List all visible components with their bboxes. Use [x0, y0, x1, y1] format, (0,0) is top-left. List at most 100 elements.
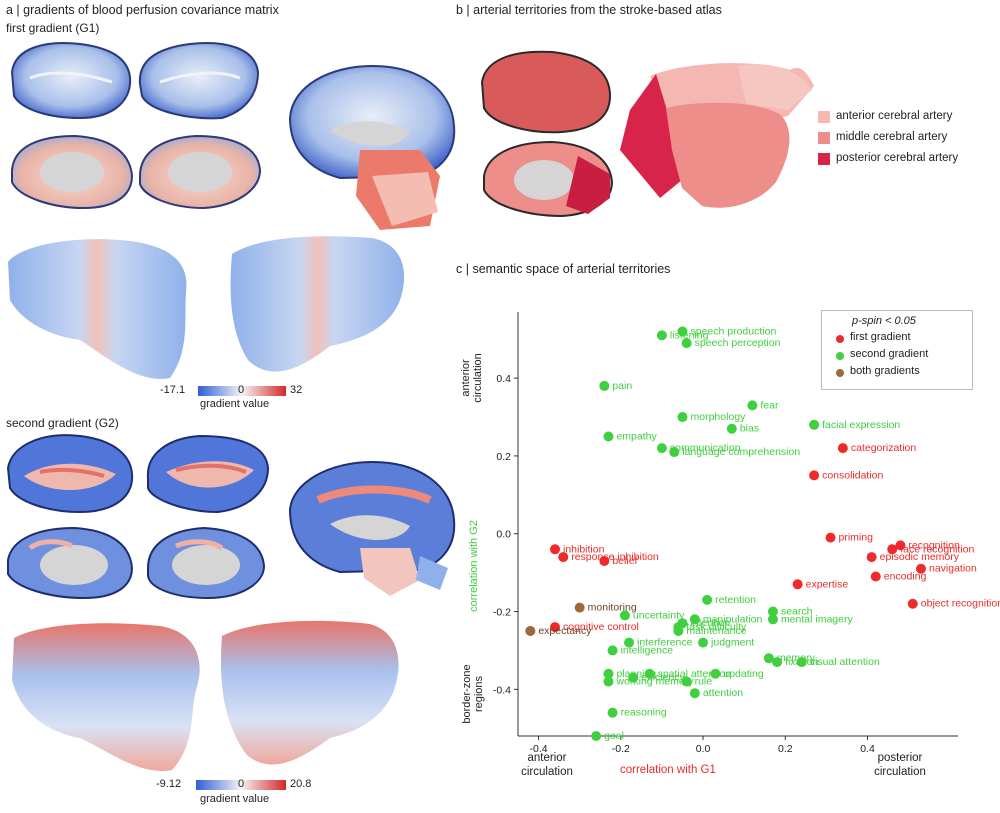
point-efficiency — [628, 672, 639, 683]
point-communication — [656, 443, 667, 454]
legend-swatch-mca — [818, 132, 830, 144]
g2-colorbar — [196, 780, 286, 790]
g1-label: first gradient (G1) — [6, 21, 100, 35]
point-consolidation — [809, 470, 820, 481]
point-label-visual-attention: visual attention — [810, 656, 880, 668]
legend-dot-second — [836, 352, 844, 360]
point-bias — [726, 423, 737, 434]
top-axis-label-2: circulation — [472, 353, 484, 403]
point-rule — [681, 676, 692, 687]
g2-brain-right-lateral — [146, 434, 270, 514]
point-fear — [747, 400, 758, 411]
point-label-maintenance: maintenance — [686, 625, 746, 637]
x-left-label-1: anterior — [527, 752, 567, 764]
g2-colorbar-max: 20.8 — [290, 778, 312, 790]
point-maintenance — [673, 625, 684, 636]
point-label-speech-perception: speech perception — [695, 337, 781, 349]
point-categorization — [837, 443, 848, 454]
g2-brain-left-medial — [7, 526, 134, 600]
point-label-rule: rule — [695, 676, 713, 688]
x-tick-label: -0.2 — [612, 743, 630, 755]
g1-brain-left-lateral — [10, 42, 132, 120]
y-tick-label: -0.2 — [493, 607, 511, 619]
g2-colorbar-mid: 0 — [238, 778, 245, 790]
point-object-recognition — [907, 598, 918, 609]
point-retention — [702, 594, 713, 605]
point-label-face-recognition: face recognition — [900, 543, 974, 555]
g1-flatmap-left — [8, 239, 187, 379]
point-priming — [825, 532, 836, 543]
point-response-inhibition — [558, 552, 569, 563]
legend-swatch-pca — [818, 153, 830, 165]
point-label-attention: attention — [703, 687, 743, 699]
x-right-label-2: circulation — [874, 766, 926, 778]
legend-swatch-aca — [818, 111, 830, 123]
point-morphology — [677, 412, 688, 423]
point-planning — [603, 668, 614, 679]
g2-flatmap-right — [221, 620, 399, 765]
point-facial-expression — [809, 419, 820, 430]
legend-dot-first — [836, 335, 844, 343]
ylabel-box: correlation with G2 — [462, 470, 486, 670]
point-label-retention: retention — [715, 594, 756, 606]
point-label-intelligence: intelligence — [621, 644, 674, 656]
g1-brain-left-medial — [11, 134, 134, 210]
point-episodic-memory — [866, 552, 877, 563]
point-pain — [599, 380, 610, 391]
top-axis-label-1: anterior — [460, 359, 472, 397]
panel-b-title: b | arterial territories from the stroke… — [456, 3, 722, 17]
point-label-inhibition: inhibition — [563, 543, 605, 555]
g2-colorbar-label: gradient value — [200, 793, 270, 805]
point-label-response-inhibition: response inhibition — [571, 551, 659, 563]
point-label-recognition: recognition — [908, 539, 960, 551]
x-left-label-2: circulation — [521, 766, 573, 778]
g2-brain-left-lateral — [6, 434, 134, 514]
point-interference — [624, 637, 635, 648]
point-empathy — [603, 431, 614, 442]
point-language-comprehension — [669, 447, 680, 458]
point-inhibition — [550, 544, 561, 555]
point-label-consolidation: consolidation — [822, 469, 883, 481]
point-updating — [710, 668, 721, 679]
g2-flatmap-left — [12, 623, 200, 771]
scatter-xlabel: correlation with G1 — [620, 764, 716, 776]
scatter-axes: -0.4 -0.2 0.0 0.2 0.4 -0.4 -0.2 0.0 0.2 0.4 — [493, 312, 958, 755]
point-visual-attention — [796, 657, 807, 668]
point-judgment — [698, 637, 709, 648]
point-navigation — [915, 563, 926, 574]
y-tick-label: -0.4 — [493, 684, 511, 696]
x-right-label: posterior circulation — [864, 751, 936, 779]
panel-c-title: c | semantic space of arterial territori… — [456, 262, 671, 276]
point-label-expectancy: expectancy — [538, 625, 592, 637]
point-recognition — [895, 540, 906, 551]
legend-dot-both — [836, 369, 844, 377]
panel-a-figure — [6, 42, 456, 790]
point-label-reasoning: reasoning — [621, 707, 667, 719]
point-goal — [591, 731, 602, 741]
point-label-speech-production: speech production — [690, 325, 776, 337]
point-search — [767, 606, 778, 617]
point-label-pain: pain — [612, 380, 632, 392]
y-tick-label: 0.0 — [496, 529, 511, 541]
point-label-search: search — [781, 606, 813, 618]
x-left-label: anterior circulation — [514, 751, 580, 779]
atlas-flatmap — [620, 63, 814, 208]
point-speech-perception — [681, 338, 692, 349]
point-intelligence — [607, 645, 618, 656]
x-right-label-1: posterior — [877, 752, 923, 764]
point-monitoring — [574, 602, 585, 613]
point-expectancy — [525, 625, 536, 636]
g2-colorbar-min: -9.12 — [156, 778, 182, 790]
point-mental-imagery — [767, 614, 778, 625]
point-speech-production — [677, 326, 688, 337]
point-working-memory — [603, 676, 614, 687]
point-label-navigation: navigation — [929, 563, 977, 575]
point-label-intention: intention — [690, 617, 730, 629]
point-label-fear: fear — [760, 399, 779, 411]
point-label-cognitive-control: cognitive control — [563, 621, 639, 633]
g2-brain-right-medial — [147, 526, 266, 600]
point-cognitive-control — [550, 622, 561, 633]
point-spatial-attention — [644, 668, 655, 679]
